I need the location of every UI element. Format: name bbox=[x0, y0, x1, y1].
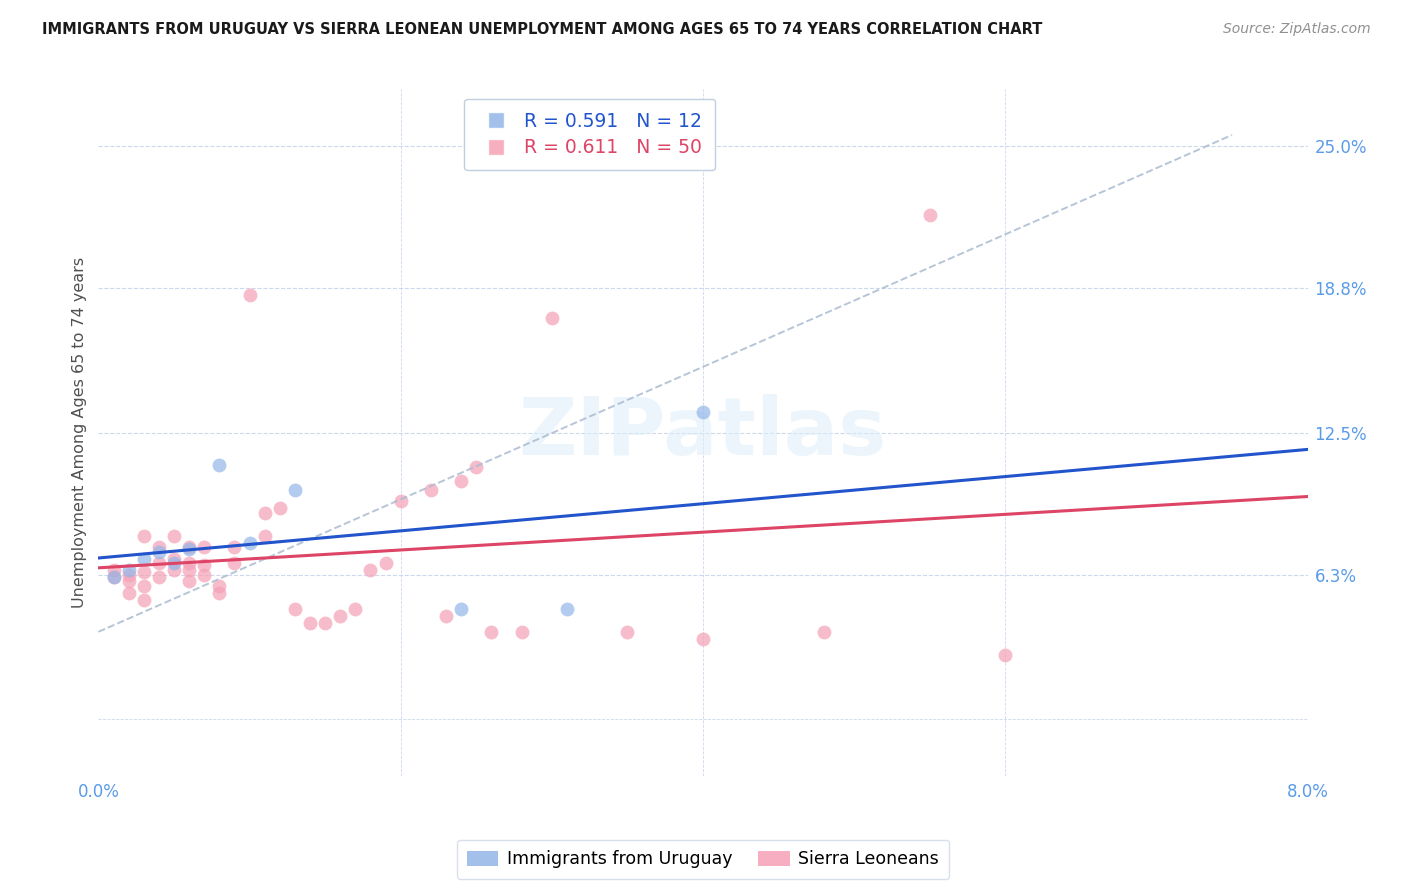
Point bbox=[541, 311, 564, 326]
Text: IMMIGRANTS FROM URUGUAY VS SIERRA LEONEAN UNEMPLOYMENT AMONG AGES 65 TO 74 YEARS: IMMIGRANTS FROM URUGUAY VS SIERRA LEONEA… bbox=[42, 22, 1043, 37]
Point bbox=[179, 563, 201, 577]
Point bbox=[179, 540, 201, 554]
Point bbox=[510, 624, 533, 639]
Point bbox=[193, 567, 215, 582]
Point bbox=[253, 528, 276, 542]
Point bbox=[239, 288, 262, 302]
Point bbox=[450, 602, 472, 616]
Point bbox=[994, 648, 1017, 662]
Point bbox=[148, 570, 170, 584]
Point bbox=[132, 592, 155, 607]
Point bbox=[239, 535, 262, 549]
Point bbox=[148, 540, 170, 554]
Point bbox=[208, 458, 231, 472]
Point bbox=[465, 460, 488, 475]
Point bbox=[193, 540, 215, 554]
Point bbox=[179, 574, 201, 589]
Point bbox=[269, 501, 291, 516]
Point bbox=[481, 624, 503, 639]
Point bbox=[224, 556, 246, 570]
Point bbox=[163, 528, 186, 542]
Point bbox=[224, 540, 246, 554]
Point bbox=[299, 615, 322, 630]
Point bbox=[148, 556, 170, 570]
Point bbox=[132, 566, 155, 580]
Point bbox=[179, 556, 201, 570]
Point bbox=[284, 602, 307, 616]
Point bbox=[692, 632, 714, 646]
Point bbox=[132, 551, 155, 566]
Point bbox=[555, 602, 578, 616]
Point bbox=[103, 570, 125, 584]
Point bbox=[616, 624, 638, 639]
Point bbox=[163, 551, 186, 566]
Point bbox=[329, 608, 352, 623]
Point bbox=[692, 405, 714, 419]
Point bbox=[284, 483, 307, 497]
Point bbox=[389, 494, 412, 508]
Point bbox=[813, 624, 835, 639]
Point bbox=[193, 558, 215, 573]
Point bbox=[148, 544, 170, 558]
Point bbox=[103, 563, 125, 577]
Point bbox=[450, 474, 472, 488]
Point bbox=[163, 556, 186, 570]
Point bbox=[132, 528, 155, 542]
Point bbox=[118, 574, 141, 589]
Legend: R = 0.591   N = 12, R = 0.611   N = 50: R = 0.591 N = 12, R = 0.611 N = 50 bbox=[464, 99, 716, 170]
Point bbox=[360, 563, 382, 577]
Point bbox=[118, 563, 141, 577]
Text: Source: ZipAtlas.com: Source: ZipAtlas.com bbox=[1223, 22, 1371, 37]
Point bbox=[132, 579, 155, 593]
Y-axis label: Unemployment Among Ages 65 to 74 years: Unemployment Among Ages 65 to 74 years bbox=[72, 257, 87, 608]
Legend: Immigrants from Uruguay, Sierra Leoneans: Immigrants from Uruguay, Sierra Leoneans bbox=[457, 840, 949, 879]
Point bbox=[118, 586, 141, 600]
Point bbox=[103, 570, 125, 584]
Point bbox=[208, 579, 231, 593]
Point bbox=[163, 563, 186, 577]
Point bbox=[434, 608, 457, 623]
Point bbox=[918, 208, 941, 222]
Point bbox=[420, 483, 443, 497]
Text: ZIPatlas: ZIPatlas bbox=[519, 393, 887, 472]
Point bbox=[344, 602, 367, 616]
Point bbox=[314, 615, 336, 630]
Point bbox=[118, 567, 141, 582]
Point bbox=[253, 506, 276, 520]
Point bbox=[374, 556, 396, 570]
Point bbox=[208, 586, 231, 600]
Point bbox=[179, 542, 201, 557]
